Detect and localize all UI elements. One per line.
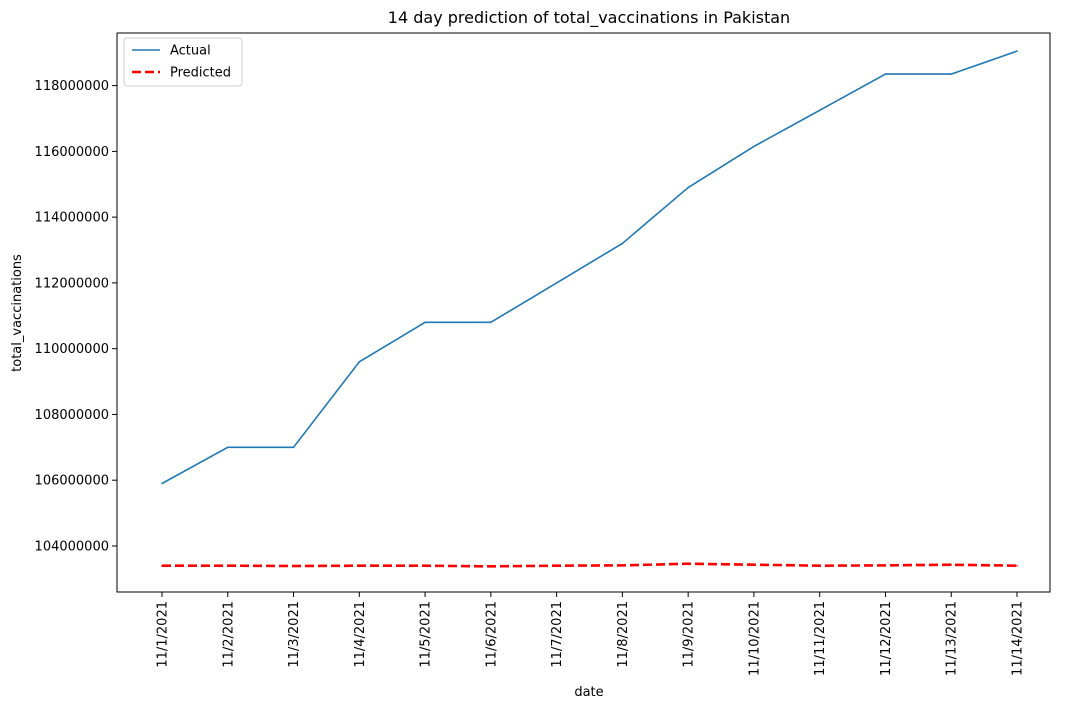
data-point-actual (161, 482, 163, 485)
y-tick-label: 110000000 (35, 342, 109, 357)
legend-label-predicted: Predicted (170, 66, 231, 81)
data-point-predicted (884, 564, 887, 567)
x-axis-label: date (574, 685, 603, 700)
series-line-predicted (162, 562, 1018, 568)
plot-area: 104000000 106000000 108000000 110000000 1120… (35, 32, 1051, 676)
data-point-predicted (226, 564, 229, 567)
data-point-actual (226, 446, 229, 449)
x-tick-label: 11/3/2021 (287, 601, 302, 668)
data-point-predicted (555, 564, 558, 567)
x-tick-label: 11/12/2021 (879, 601, 894, 676)
data-point-actual (1016, 50, 1018, 52)
data-point-predicted (950, 563, 953, 566)
data-point-predicted (292, 565, 295, 567)
y-tick-label: 118000000 (35, 79, 109, 94)
data-point-actual (358, 361, 361, 363)
data-point-actual (555, 282, 558, 284)
data-point-actual (818, 109, 821, 112)
y-axis-label: total_vaccinations (10, 254, 25, 372)
y-tick-label: 104000000 (35, 539, 109, 554)
data-point-actual (490, 321, 492, 324)
data-point-predicted (490, 565, 492, 568)
x-tick-label: 11/5/2021 (419, 601, 434, 668)
data-point-predicted (161, 564, 163, 567)
legend: Actual Predicted (123, 37, 243, 87)
data-point-predicted (358, 564, 361, 567)
x-tick-label: 11/14/2021 (1011, 601, 1026, 676)
axes-frame (116, 32, 1051, 593)
y-tick-label: 114000000 (35, 211, 109, 226)
x-tick-label: 11/7/2021 (550, 601, 565, 668)
legend-label-actual: Actual (170, 44, 211, 59)
x-tick-label: 11/10/2021 (747, 601, 762, 676)
chart-title: 14 day prediction of total_vaccinations … (388, 8, 790, 28)
x-tick-label: 11/11/2021 (813, 601, 828, 676)
data-point-predicted (818, 564, 821, 567)
x-tick-label: 11/2/2021 (221, 601, 236, 668)
x-tick-label: 11/13/2021 (945, 601, 960, 676)
data-point-actual (753, 145, 755, 148)
data-point-predicted (424, 564, 426, 567)
x-tick-label: 11/4/2021 (353, 601, 368, 668)
y-tick-label: 108000000 (35, 408, 109, 423)
data-point-predicted (1016, 564, 1018, 567)
data-point-actual (687, 186, 689, 189)
x-tick-label: 11/6/2021 (484, 601, 499, 668)
data-point-actual (621, 242, 624, 245)
data-point-actual (950, 73, 953, 75)
data-point-predicted (687, 562, 689, 565)
data-point-actual (884, 73, 887, 75)
x-tick-label: 11/9/2021 (682, 601, 697, 668)
y-tick-label: 116000000 (35, 145, 109, 160)
x-tick-label: 11/8/2021 (616, 601, 631, 668)
data-point-predicted (621, 564, 624, 567)
y-tick-label: 106000000 (35, 474, 109, 489)
series-line-actual (161, 50, 1018, 485)
data-point-actual (424, 321, 426, 324)
x-tick-label: 11/1/2021 (156, 601, 171, 668)
data-point-predicted (753, 563, 755, 566)
data-point-actual (292, 446, 295, 449)
y-tick-label: 112000000 (35, 276, 109, 291)
